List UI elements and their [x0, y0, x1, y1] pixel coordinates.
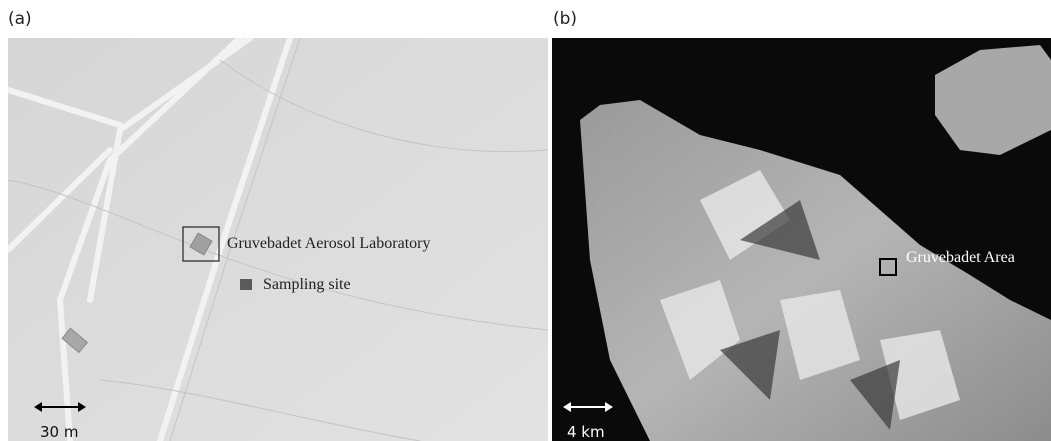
scale-label: 30 m [40, 423, 78, 441]
map-b [552, 38, 1051, 441]
scale-label: 4 km [567, 423, 605, 441]
figure: (a) (b) Gruvebadet Aerosol Laboratory Sa… [0, 0, 1051, 441]
panel-label: (a) [8, 9, 32, 29]
annotation: Gruvebadet Area [906, 249, 1015, 266]
panel-label: (b) [553, 9, 577, 29]
annotation: Sampling site [263, 276, 351, 293]
annotation: Gruvebadet Aerosol Laboratory [227, 235, 430, 252]
